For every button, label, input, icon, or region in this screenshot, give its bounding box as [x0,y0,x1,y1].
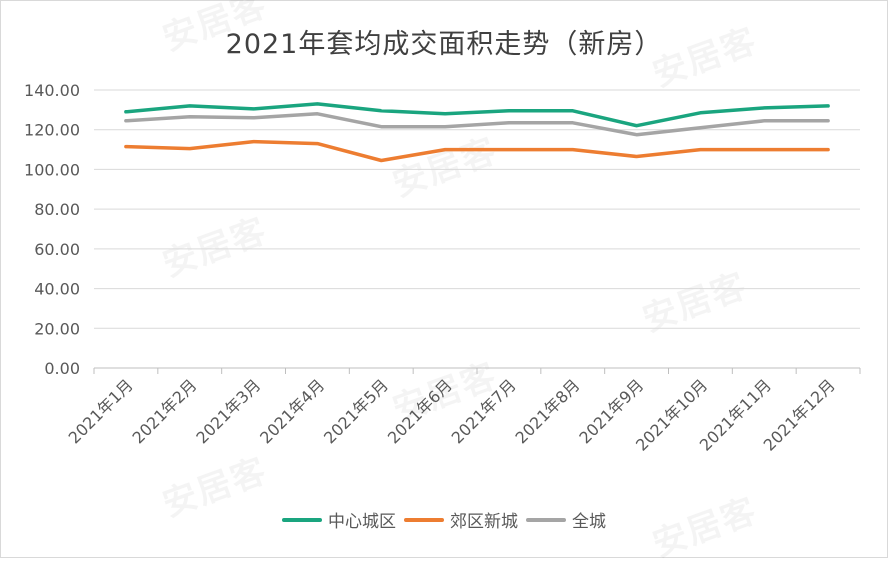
series-line [124,139,830,163]
legend-swatch [404,517,444,522]
x-tick-label: 2021年5月 [320,375,392,447]
x-tick-label: 2021年3月 [192,375,264,447]
x-tick-label: 2021年7月 [448,375,520,447]
x-tick-label: 2021年4月 [256,375,328,447]
y-tick-label: 20.00 [34,319,80,338]
x-tick-label: 2021年6月 [384,375,456,447]
legend-label: 中心城区 [328,512,396,532]
y-tick-label: 60.00 [34,240,80,259]
series-line [124,102,830,128]
x-tick-label: 2021年2月 [129,375,201,447]
y-tick-label: 0.00 [44,359,80,378]
y-tick-label: 40.00 [34,280,80,299]
y-tick-label: 80.00 [34,200,80,219]
chart-legend: 中心城区 郊区新城 全城 [0,507,888,532]
x-tick-label: 2021年8月 [512,375,584,447]
x-tick-label: 2021年1月 [65,375,137,447]
series-line [124,112,830,137]
y-tick-label: 100.00 [24,160,80,179]
y-tick-label: 140.00 [24,81,80,100]
legend-item: 中心城区 [282,507,396,532]
legend-swatch [282,517,322,522]
legend-item: 全城 [526,507,606,532]
y-tick-label: 120.00 [24,121,80,140]
legend-label: 全城 [572,512,606,532]
chart-title: 2021年套均成交面积走势（新房） [225,29,663,60]
legend-label: 郊区新城 [450,512,518,532]
legend-item: 郊区新城 [404,507,518,532]
legend-swatch [526,517,566,522]
